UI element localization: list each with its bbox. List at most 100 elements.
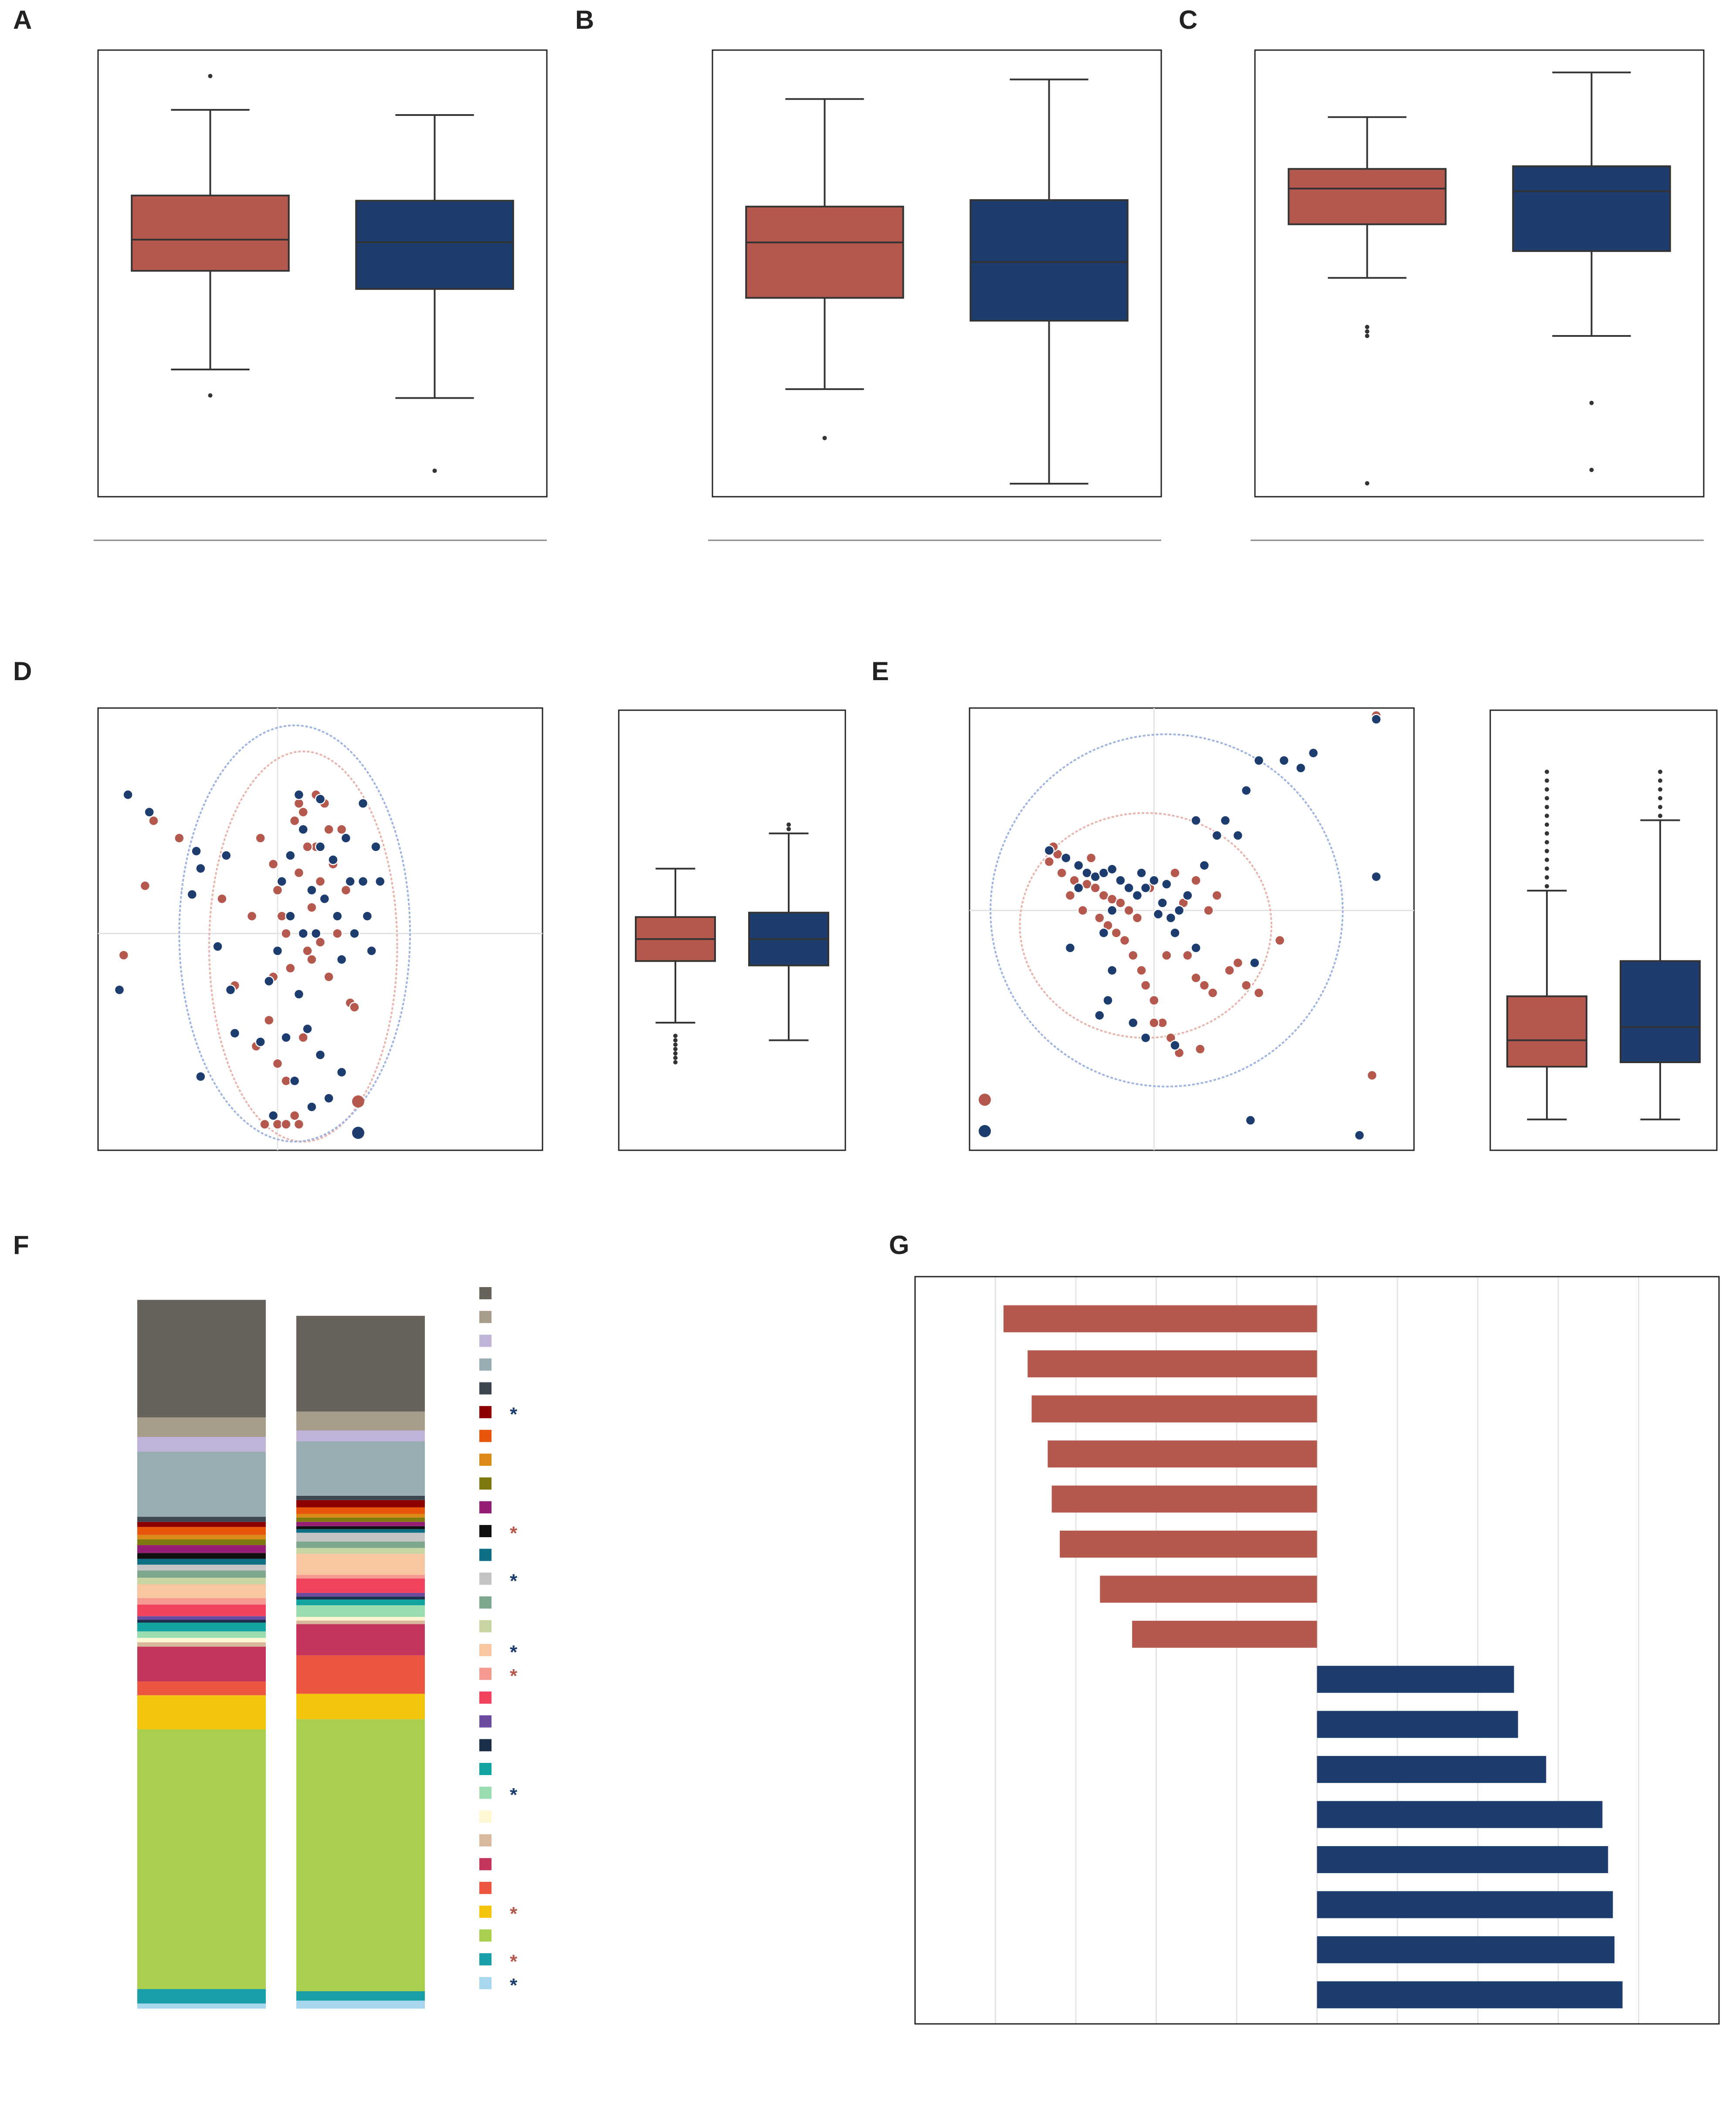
stacked-segment xyxy=(296,1517,425,1522)
sample-point-control xyxy=(302,945,313,956)
lda-bar xyxy=(1317,1846,1608,1873)
sample-point-cacao xyxy=(1136,868,1147,878)
sample-point-control xyxy=(1241,980,1252,991)
sample-point-control xyxy=(340,884,352,896)
sample-point-control xyxy=(1232,957,1244,969)
sample-point-cacao xyxy=(1165,912,1177,923)
sample-point-cacao xyxy=(315,1049,326,1061)
significance-asterisk: * xyxy=(510,1784,518,1806)
sample-point-control xyxy=(272,884,283,896)
stacked-segment xyxy=(137,1522,266,1527)
sample-point-cacao xyxy=(293,989,305,1000)
sample-point-control xyxy=(349,1002,360,1013)
stacked-segment xyxy=(296,1596,425,1599)
plot-frame xyxy=(969,707,1415,1151)
confidence-ellipse-control xyxy=(1019,812,1272,1039)
outlier-point xyxy=(1658,796,1662,800)
sample-point-cacao xyxy=(1073,860,1084,871)
stacked-segment xyxy=(296,1554,425,1575)
legend-marker-cacao xyxy=(979,1125,991,1137)
panel-letter: D xyxy=(13,657,32,686)
stacked-segment xyxy=(137,1517,266,1522)
sample-point-cacao xyxy=(1140,882,1151,894)
lda-bar xyxy=(1317,1756,1546,1783)
sample-point-control xyxy=(1132,912,1143,923)
sample-point-cacao xyxy=(225,984,236,996)
stacked-segment xyxy=(296,1315,425,1412)
significance-asterisk: * xyxy=(510,1903,518,1925)
lda-bar xyxy=(1317,1891,1613,1918)
plot-frame xyxy=(1489,709,1718,1151)
sample-point-cacao xyxy=(1295,762,1306,773)
legend-swatch xyxy=(479,1834,492,1847)
legend-swatch xyxy=(479,1525,492,1537)
sample-point-cacao xyxy=(319,893,330,905)
legend-swatch xyxy=(479,1501,492,1514)
sample-point-control xyxy=(1253,987,1265,998)
stacked-segment xyxy=(296,1548,425,1554)
lda-bar xyxy=(1132,1620,1317,1648)
sample-point-cacao xyxy=(186,889,198,900)
sample-point-control xyxy=(336,824,347,835)
sample-point-cacao xyxy=(195,863,206,874)
legend-swatch xyxy=(479,1477,492,1490)
sample-point-control xyxy=(1194,1044,1206,1055)
sample-point-control xyxy=(259,1119,270,1130)
sample-point-control xyxy=(306,954,317,965)
sample-point-control xyxy=(1094,912,1105,923)
plot-frame xyxy=(618,709,846,1151)
legend-swatch xyxy=(479,1977,492,1989)
sample-point-control xyxy=(1128,950,1139,961)
stacked-segment xyxy=(296,1578,425,1593)
outlier-point xyxy=(1545,884,1549,888)
lda-bar xyxy=(1317,1981,1623,2009)
sample-point-cacao xyxy=(272,945,283,956)
legend-swatch xyxy=(479,1715,492,1728)
legend-swatch xyxy=(479,1620,492,1633)
sample-point-control xyxy=(306,902,317,913)
stacked-segment xyxy=(137,1577,266,1584)
outlier-point xyxy=(208,393,213,398)
sample-point-cacao xyxy=(1073,882,1084,894)
sample-point-control xyxy=(1274,935,1285,946)
outlier-point xyxy=(673,1047,678,1051)
sample-point-control xyxy=(1190,875,1201,886)
sample-point-cacao xyxy=(1249,957,1260,969)
legend-swatch xyxy=(479,1358,492,1371)
lda-bar xyxy=(1027,1350,1317,1378)
outlier-point xyxy=(1545,769,1549,774)
legend-swatch xyxy=(479,1311,492,1323)
sample-point-control xyxy=(1207,987,1218,998)
sample-point-cacao xyxy=(306,884,317,896)
sample-point-cacao xyxy=(1157,898,1168,908)
outlier-point xyxy=(1365,329,1370,334)
sample-point-cacao xyxy=(1106,905,1118,916)
significance-asterisk: * xyxy=(510,1523,518,1544)
sample-point-cacao xyxy=(1044,845,1055,856)
panel-letter: A xyxy=(13,5,32,34)
legend-marker-cacao xyxy=(352,1127,364,1139)
sample-point-control xyxy=(1211,890,1222,901)
sample-point-cacao xyxy=(1149,875,1160,886)
sample-point-cacao xyxy=(315,793,326,805)
sample-point-control xyxy=(302,841,313,852)
legend-marker-control xyxy=(352,1095,364,1108)
sample-point-cacao xyxy=(1065,942,1076,953)
sample-point-control xyxy=(1077,905,1088,916)
sample-point-cacao xyxy=(281,1032,292,1043)
sample-point-control xyxy=(323,824,334,835)
outlier-point xyxy=(1545,805,1549,810)
stacked-segment xyxy=(296,1616,425,1621)
legend-swatch xyxy=(479,1335,492,1347)
stacked-segment xyxy=(296,1575,425,1579)
sample-point-cacao xyxy=(114,984,125,996)
sample-point-cacao xyxy=(1241,785,1252,796)
sample-point-control xyxy=(332,928,343,939)
sample-point-control xyxy=(1085,852,1097,864)
stacked-segment xyxy=(137,1539,266,1545)
sample-point-cacao xyxy=(1371,871,1382,882)
stacked-segment xyxy=(296,1526,425,1529)
stacked-segment xyxy=(296,1500,425,1508)
sample-point-cacao xyxy=(328,854,339,865)
legend-swatch xyxy=(479,1287,492,1299)
